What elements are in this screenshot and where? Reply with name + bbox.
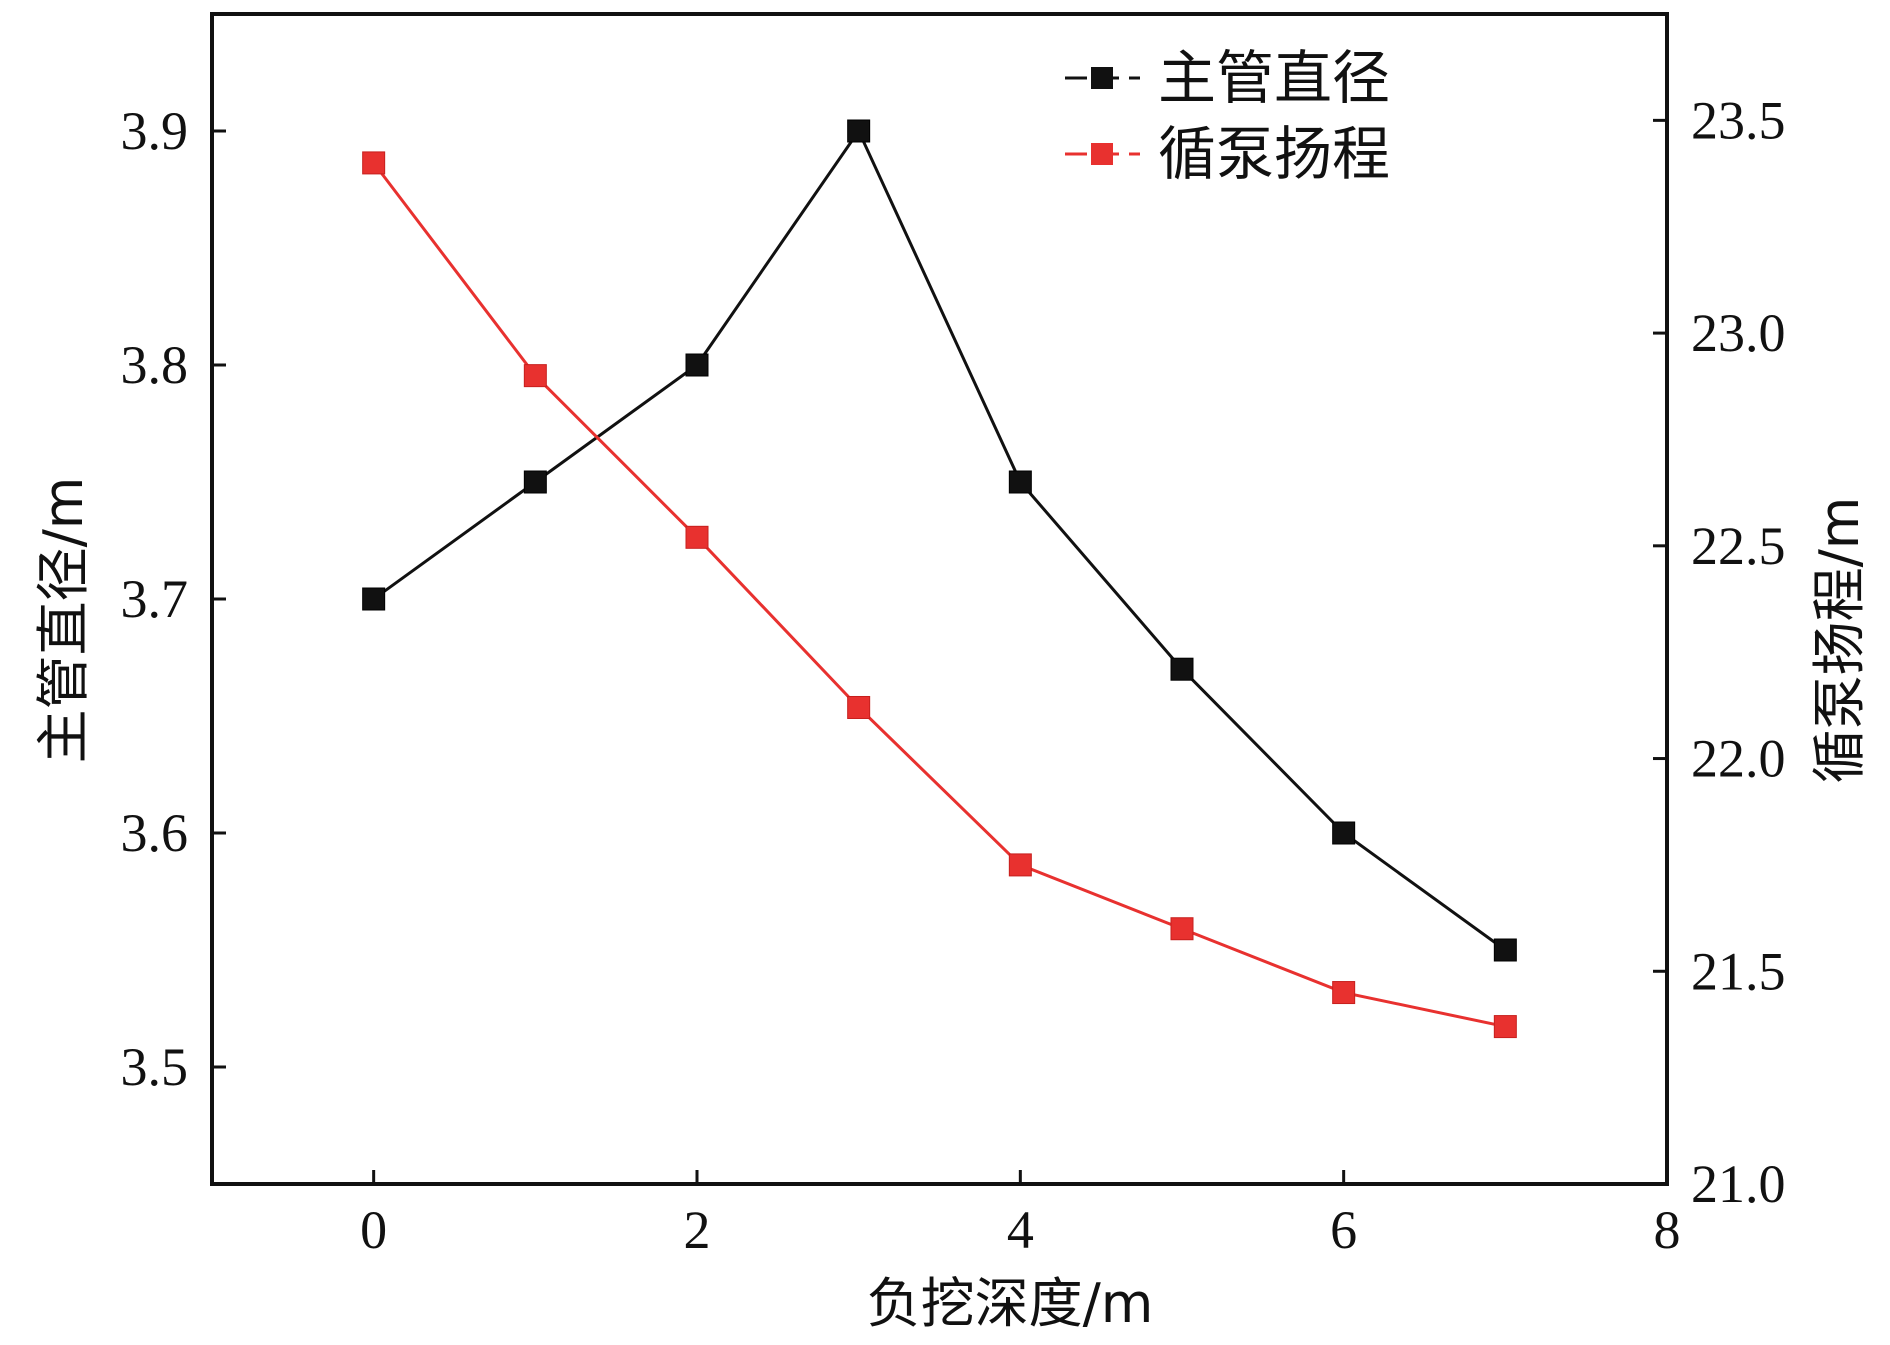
right-y-tick-label: 22.0 xyxy=(1691,729,1786,789)
x-axis-title: 负挖深度/m xyxy=(867,1272,1154,1335)
pipe-diameter-point xyxy=(1170,657,1194,681)
right-y-tick-label: 23.0 xyxy=(1691,303,1786,363)
left-y-axis-title: 主管直径/m xyxy=(32,477,95,764)
pipe-diameter-point xyxy=(1008,470,1032,494)
plot-frame xyxy=(210,12,1669,1186)
left-y-tick-label: 3.7 xyxy=(121,569,189,629)
left-y-tick-label: 3.8 xyxy=(121,335,189,395)
pump-head-point xyxy=(362,151,386,175)
pipe-diameter-point xyxy=(685,353,709,377)
right-y-tick-label: 21.5 xyxy=(1691,941,1786,1001)
x-tick-label: 8 xyxy=(1654,1200,1681,1260)
x-tick-label: 4 xyxy=(1007,1200,1034,1260)
right-y-tick-label: 22.5 xyxy=(1691,516,1786,576)
left-y-tick-label: 3.9 xyxy=(121,101,189,161)
pipe-diameter-point xyxy=(1332,821,1356,845)
pipe-diameter-point xyxy=(523,470,547,494)
pipe-diameter-point xyxy=(1493,938,1517,962)
pipe-diameter-line xyxy=(372,127,1507,952)
pump-head-point xyxy=(1493,1015,1517,1039)
legend-pump-head-marker xyxy=(1091,143,1113,165)
pump-head-point xyxy=(1008,853,1032,877)
right-y-axis: 21.0 21.5 22.0 22.5 23.0 23.5 xyxy=(1653,90,1786,1214)
pump-head-point xyxy=(685,525,709,549)
legend-pipe-diameter-marker xyxy=(1091,67,1113,89)
pipe-diameter-point xyxy=(362,587,386,611)
right-y-tick-label: 21.0 xyxy=(1691,1154,1786,1214)
pipe-diameter-point xyxy=(847,119,871,143)
pump-head-point xyxy=(847,695,871,719)
right-y-tick-label: 23.5 xyxy=(1691,90,1786,150)
left-y-axis: 3.5 3.6 3.7 3.8 3.9 xyxy=(121,101,226,1097)
pump-head-point xyxy=(523,364,547,388)
pump-head-point xyxy=(1170,917,1194,941)
x-tick-label: 6 xyxy=(1330,1200,1357,1260)
legend-pump-head-label: 循泵扬程 xyxy=(1158,120,1390,188)
x-tick-label: 2 xyxy=(684,1200,711,1260)
x-axis: 0 2 4 6 8 xyxy=(360,1170,1681,1260)
x-tick-label: 0 xyxy=(360,1200,387,1260)
series-layer xyxy=(362,119,1517,1039)
legend-pipe-diameter-label: 主管直径 xyxy=(1158,44,1390,112)
pump-head-line xyxy=(372,162,1506,1029)
left-y-tick-label: 3.5 xyxy=(121,1037,189,1097)
right-y-axis-title: 循泵扬程/m xyxy=(1808,497,1871,784)
left-y-tick-label: 3.6 xyxy=(121,803,189,863)
pump-head-point xyxy=(1332,981,1356,1005)
